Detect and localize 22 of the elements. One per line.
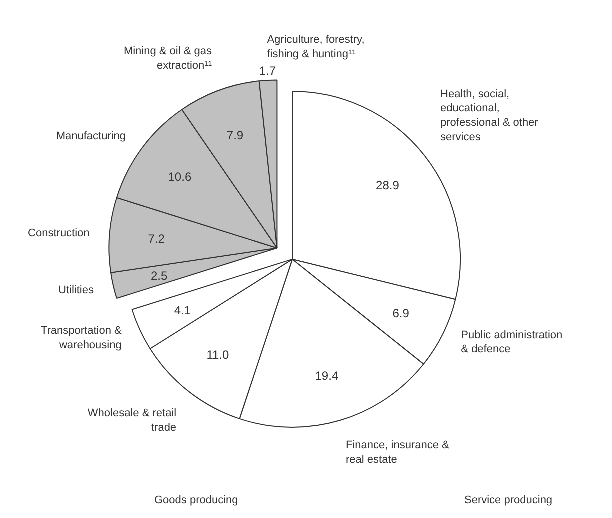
- data-label: 10.6: [168, 170, 192, 184]
- data-label: 2.5: [150, 268, 168, 283]
- slice-label: Health, social, educational, professional & other services: [440, 88, 539, 144]
- slice-label: Public administration & defence: [461, 329, 563, 356]
- data-label: 7.2: [148, 232, 166, 246]
- slice-label: Agriculture, forestry, fishing & hunting¹¹: [267, 34, 365, 60]
- data-label: 11.0: [206, 348, 230, 362]
- data-label: 7.9: [226, 128, 244, 142]
- data-label: 4.1: [174, 304, 192, 318]
- data-label: 6.9: [392, 306, 410, 320]
- slice-label: Transportation & warehousing: [40, 325, 123, 352]
- slice-label: Finance, insurance & real estate: [346, 440, 450, 466]
- data-label: 28.9: [376, 178, 400, 192]
- text: Service producing: [464, 494, 553, 506]
- text: Goods producing: [154, 494, 238, 506]
- slice-label: Manufacturing: [56, 130, 126, 142]
- slice-label: Utilities: [58, 284, 94, 296]
- slice-label: Mining & oil & gas extraction¹¹: [124, 45, 212, 72]
- data-label: 19.4: [315, 368, 339, 383]
- slice-label: Construction: [28, 227, 90, 240]
- slice-label: Wholesale & retail trade: [88, 407, 177, 434]
- data-label: 1.7: [259, 64, 276, 78]
